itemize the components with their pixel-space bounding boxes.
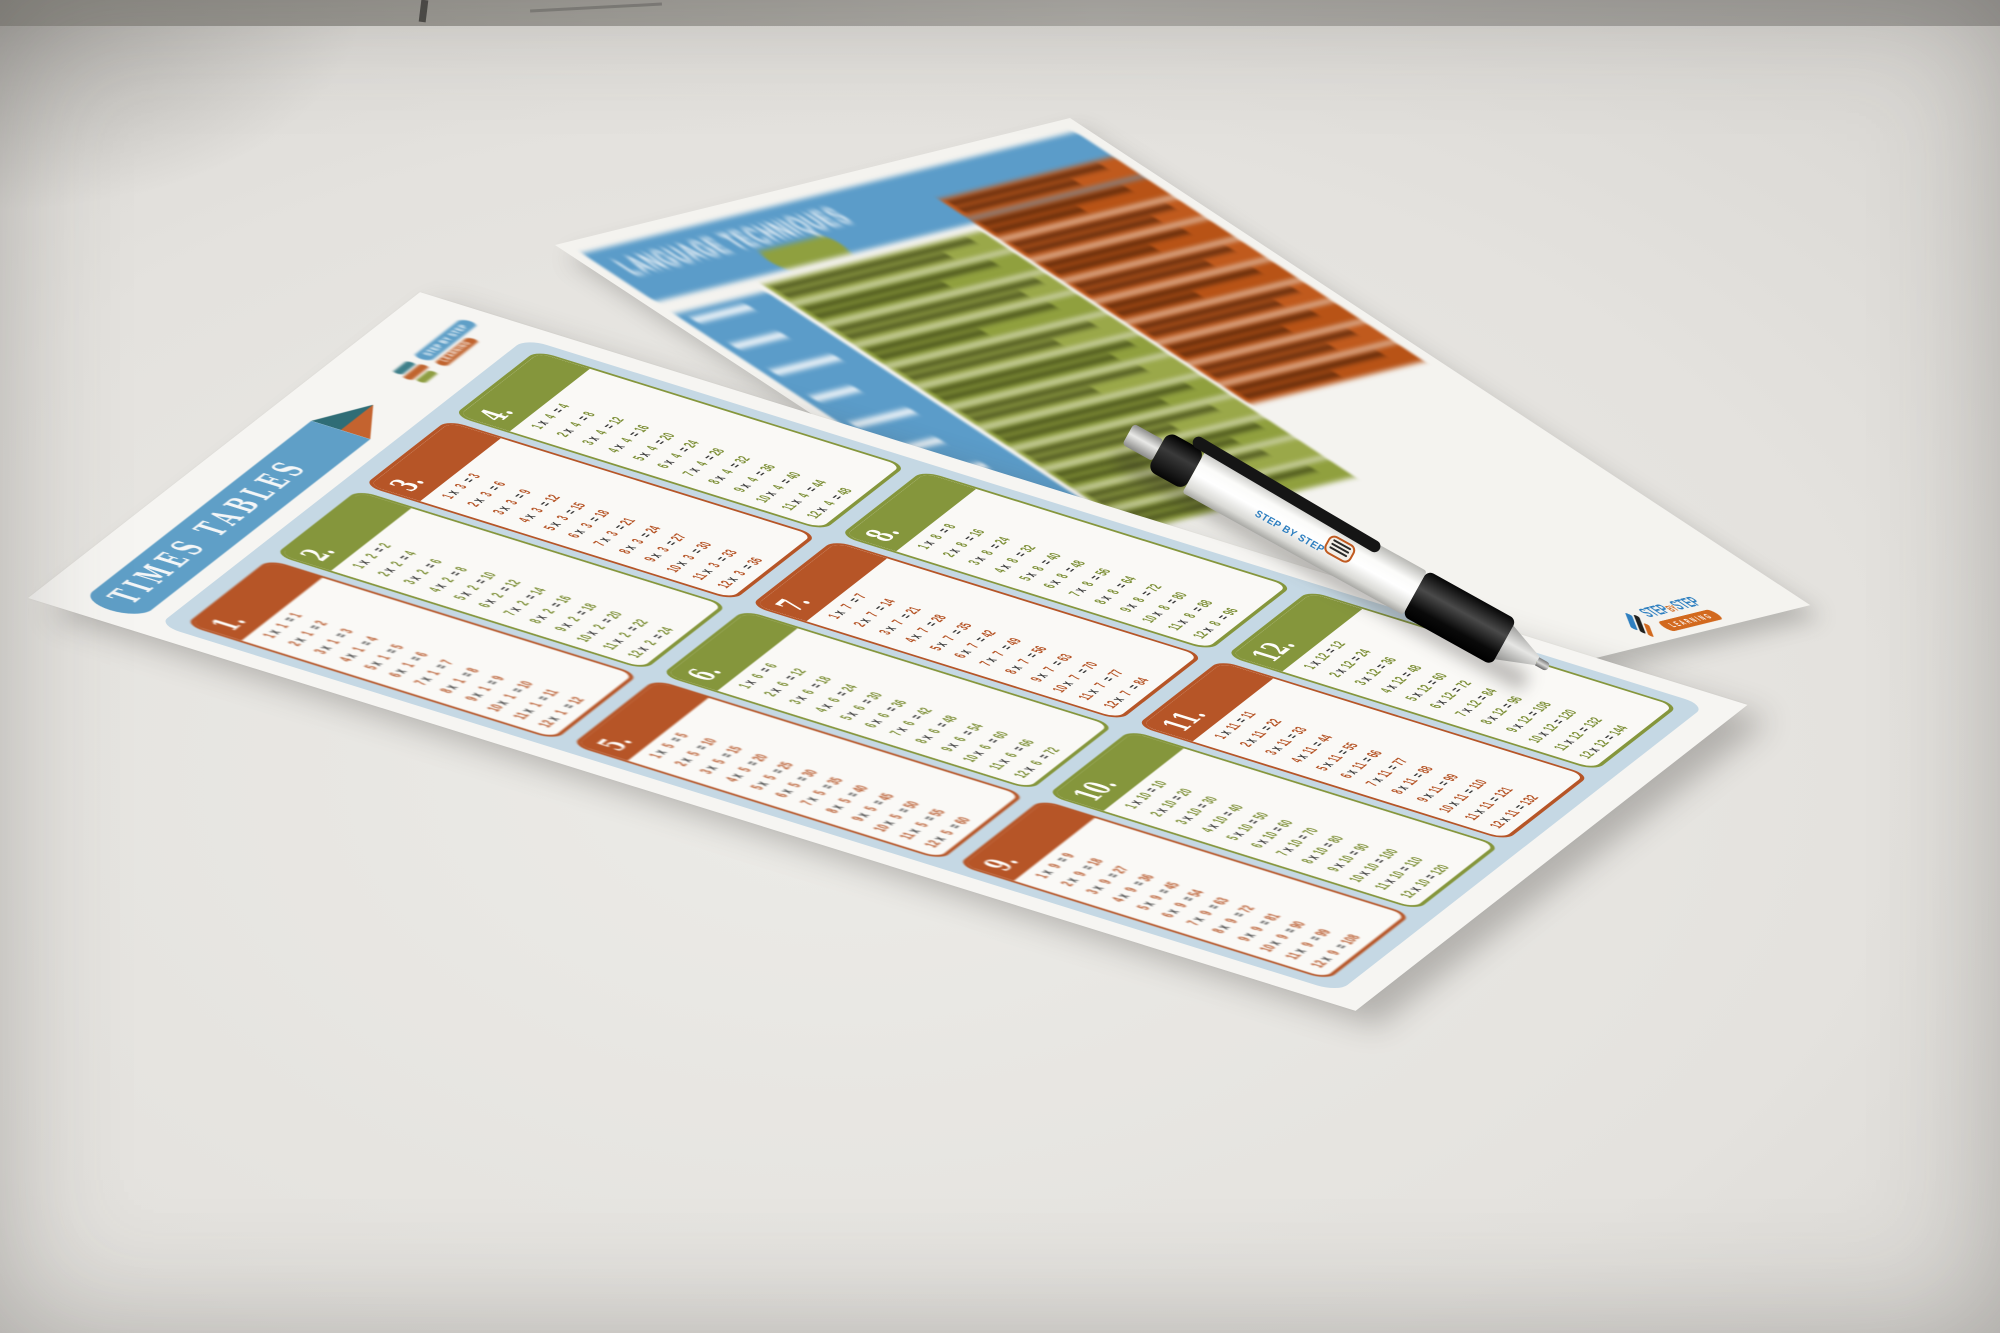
- book-stack-icon: [389, 360, 440, 384]
- desk-corner-shadow: [0, 0, 520, 300]
- background-wall-edge: [0, 0, 2000, 26]
- blurred-term-label: [769, 354, 842, 376]
- blurred-term-label: [689, 303, 755, 324]
- blurred-term-label: [729, 331, 789, 350]
- blurred-term-label: [848, 407, 918, 429]
- blurred-term-label: [809, 385, 862, 402]
